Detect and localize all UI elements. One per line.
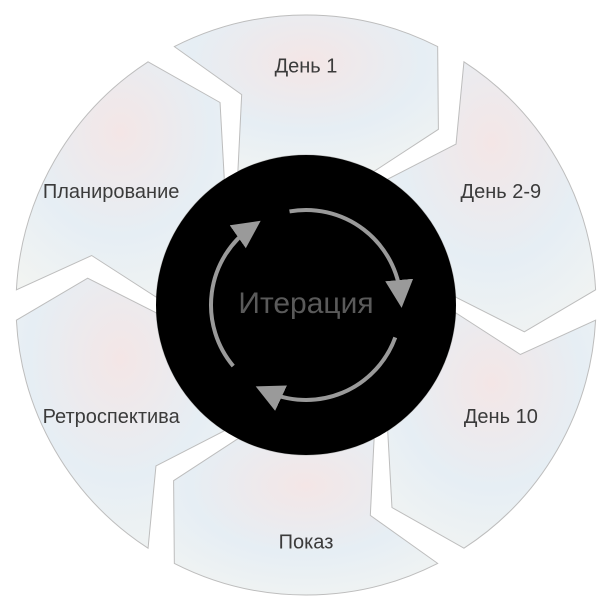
label-demo: Показ	[279, 531, 334, 553]
cycle-svg: Итерация Ретроспектива Планирование День 1…	[0, 0, 612, 610]
center-label: Итерация	[238, 287, 373, 320]
label-day1: День 1	[275, 55, 338, 77]
label-retrospective: Ретроспектива	[43, 406, 181, 428]
label-planning: Планирование	[43, 181, 180, 203]
label-day10: День 10	[464, 406, 538, 428]
label-day2_9: День 2-9	[461, 181, 542, 203]
iteration-cycle-diagram: Итерация Ретроспектива Планирование День 1…	[0, 0, 612, 610]
